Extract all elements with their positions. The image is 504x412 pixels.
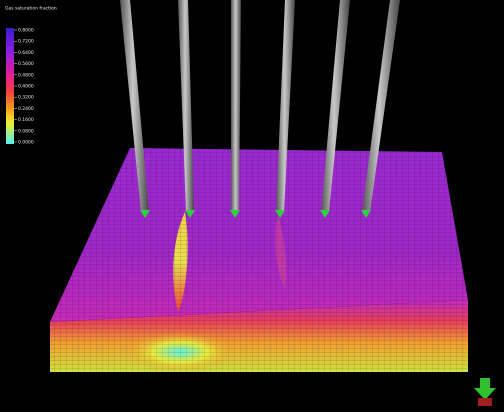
orientation-arrow: [474, 378, 496, 406]
legend-label: 0.0800: [18, 128, 34, 134]
top-grid: [50, 148, 468, 322]
legend-label: 0.4800: [18, 72, 34, 78]
legend-label: 0.1600: [18, 117, 34, 123]
legend-label: 0.4000: [18, 84, 34, 90]
legend-label: 0.2400: [18, 106, 34, 112]
reservoir-model: [50, 148, 468, 372]
legend-label: 0.3200: [18, 95, 34, 101]
color-bar: [6, 28, 14, 144]
legend-label: 0.8000: [18, 28, 34, 34]
legend-label: 0.7200: [18, 39, 34, 45]
legend: Gas saturation fraction 0.8000 0.7200 0.64…: [5, 6, 57, 146]
viewport: Gas saturation fraction 0.8000 0.7200 0.64…: [0, 0, 504, 412]
legend-label: 0.0000: [18, 140, 34, 146]
legend-title: Gas saturation fraction: [5, 6, 57, 12]
legend-label: 0.6400: [18, 50, 34, 56]
legend-label: 0.5600: [18, 61, 34, 67]
